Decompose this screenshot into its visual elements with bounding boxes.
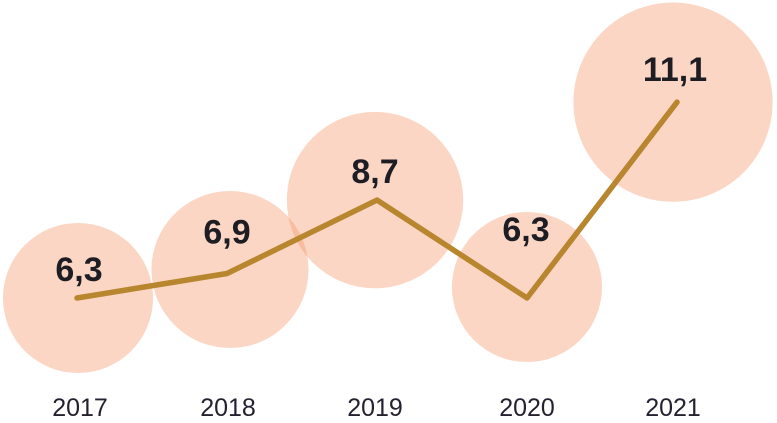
x-axis-label-2018: 2018: [200, 394, 256, 422]
bubble-2021: [573, 2, 773, 202]
x-axis-label-2021: 2021: [645, 394, 701, 422]
value-label-2020: 6,3: [502, 211, 549, 249]
value-label-2019: 8,7: [351, 153, 398, 191]
value-label-2017: 6,3: [55, 251, 102, 289]
x-axis-label-2017: 2017: [52, 394, 108, 422]
x-axis-label-2020: 2020: [499, 394, 555, 422]
x-axis-label-2019: 2019: [347, 394, 403, 422]
value-label-2021: 11,1: [643, 51, 707, 89]
value-label-2018: 6,9: [203, 214, 250, 252]
trend-line: [74, 99, 680, 301]
